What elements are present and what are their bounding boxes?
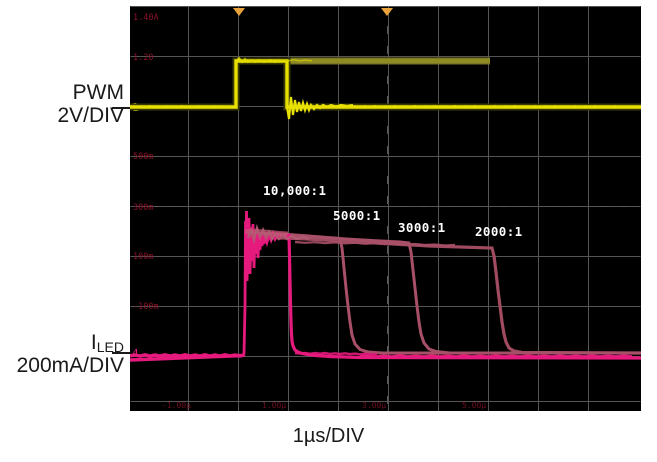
tlabel-3: 5.00µ bbox=[462, 401, 486, 410]
iled-channel-scale: 200mA/DIV bbox=[16, 354, 124, 378]
vlabel-1: 1.20 bbox=[133, 53, 153, 63]
annotation-10000: 10,000:1 bbox=[263, 183, 326, 198]
tlabel-2: 3.00µ bbox=[362, 401, 386, 410]
trigger-marker-center-icon bbox=[381, 8, 393, 16]
annotation-5000: 5000:1 bbox=[333, 208, 381, 223]
vlabel-0: 1.40A bbox=[133, 13, 159, 23]
pwm-pointer-line bbox=[112, 107, 132, 109]
tlabel-1: 1.00µ bbox=[262, 401, 286, 410]
annotation-2000: 2000:1 bbox=[475, 224, 523, 239]
dimming-ratio-annotations: 10,000:1 5000:1 3000:1 2000:1 bbox=[263, 183, 523, 239]
annotation-3000: 3000:1 bbox=[398, 220, 446, 235]
vlabel-3: 300m bbox=[133, 203, 153, 213]
pwm-bright-trace bbox=[130, 56, 641, 120]
trigger-markers bbox=[233, 8, 393, 16]
iled-channel-name: ILED bbox=[0, 331, 124, 355]
trigger-marker-left-icon bbox=[233, 8, 245, 16]
pwm-channel-scale: 2V/DIV bbox=[57, 103, 124, 127]
scope-center-ticks bbox=[150, 26, 628, 404]
vlabel-5: -100m bbox=[133, 302, 159, 312]
vlabel-4: 100m bbox=[133, 252, 153, 262]
scope-background bbox=[130, 6, 641, 411]
tlabel-0: -1.00µ bbox=[162, 401, 191, 410]
iled-pointer-line bbox=[112, 352, 132, 354]
time-axis-labels: -1.00µ 1.00µ 3.00µ 5.00µ bbox=[162, 401, 486, 410]
iled-plateau-ripple bbox=[246, 223, 456, 247]
vertical-scale-labels: 1.40A 1.20 500m 300m 100m -100m bbox=[133, 13, 159, 312]
iled-name-subscript: LED bbox=[96, 339, 124, 355]
iled-name-main: I bbox=[90, 331, 97, 354]
pwm-channel-name: PWM bbox=[72, 81, 124, 104]
scope-grid bbox=[130, 6, 641, 411]
iled-channel-label: ILED 200mA/DIV bbox=[0, 331, 124, 378]
oscilloscope-screen: 1.40A 1.20 500m 300m 100m -100m 1 4 bbox=[130, 6, 641, 411]
vlabel-2: 500m bbox=[133, 152, 153, 162]
pwm-channel-label: PWM 2V/DIV bbox=[0, 81, 124, 127]
x-axis-caption: 1µs/DIV bbox=[292, 425, 365, 447]
